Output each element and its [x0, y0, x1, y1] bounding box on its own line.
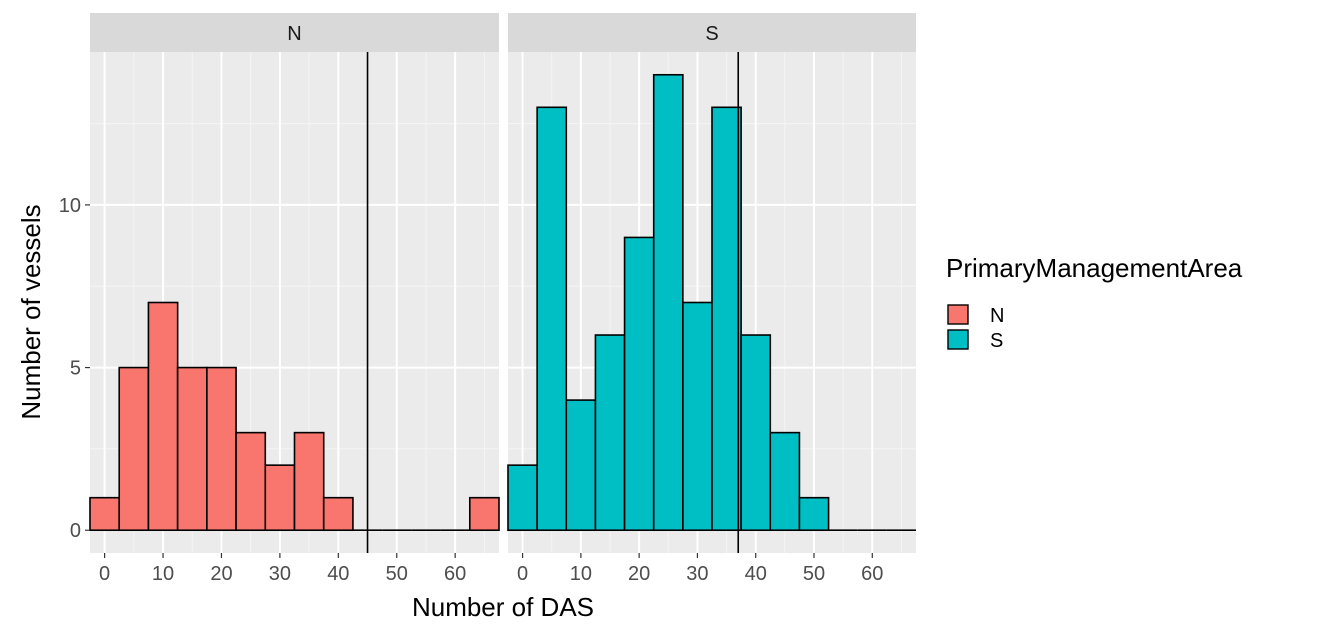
x-tick-label: 40	[745, 563, 767, 585]
x-tick-label: 10	[152, 563, 174, 585]
histogram-bar	[89, 496, 121, 532]
y-tick-label: 5	[70, 358, 81, 380]
x-tick-label: 20	[628, 563, 650, 585]
facet-strip-label: N	[287, 23, 301, 45]
x-tick-label: 50	[386, 563, 408, 585]
panel-S: S	[507, 13, 916, 553]
histogram-bar	[682, 301, 713, 532]
legend-key-N	[947, 304, 969, 325]
y-axis: 0 5 10	[59, 195, 90, 542]
x-tick-label: 60	[861, 563, 883, 585]
facet-strip-label: S	[705, 23, 718, 45]
histogram-bar	[740, 334, 772, 532]
histogram-bar	[769, 431, 801, 532]
x-axis-N: 0 10 20 30 40 50 60	[99, 553, 466, 585]
histogram-bar	[652, 73, 684, 532]
histogram-bar	[147, 301, 179, 532]
histogram-bar	[623, 236, 655, 532]
histogram-bar	[536, 106, 568, 532]
x-axis-title: Number of DAS	[412, 592, 594, 622]
facet-strip	[508, 13, 916, 52]
histogram-bar	[235, 431, 267, 532]
x-tick-label: 30	[269, 563, 291, 585]
histogram-bar	[206, 366, 237, 532]
facet-strip	[90, 13, 499, 52]
legend-label-N: N	[990, 305, 1004, 327]
y-axis-title: Number of vessels	[16, 204, 46, 419]
x-axis-S: 0 10 20 30 40 50 60	[517, 553, 883, 585]
x-tick-label: 50	[803, 563, 825, 585]
histogram-bar	[594, 334, 626, 532]
histogram-bar	[565, 399, 597, 532]
x-tick-label: 0	[99, 563, 110, 585]
histogram-bar	[507, 464, 538, 532]
y-tick-label: 10	[59, 195, 81, 217]
legend-keys: NS	[947, 304, 1004, 352]
x-tick-label: 20	[210, 563, 232, 585]
legend: PrimaryManagementArea NS	[946, 253, 1243, 352]
histogram-bar	[468, 496, 500, 532]
x-tick-label: 40	[327, 563, 349, 585]
x-axes: 0 10 20 30 40 50 60 0 10 20 30 40 50 60	[99, 553, 883, 585]
histogram-bar	[293, 431, 325, 532]
legend-key-S	[947, 329, 969, 350]
x-tick-label: 10	[570, 563, 592, 585]
x-tick-label: 30	[686, 563, 708, 585]
panel-N: N	[89, 13, 500, 553]
legend-title: PrimaryManagementArea	[946, 253, 1243, 283]
histogram-bar	[711, 106, 742, 532]
histogram-bar	[118, 366, 150, 532]
legend-label-S: S	[990, 330, 1003, 352]
histogram-bar	[176, 366, 208, 532]
histogram-bar	[798, 496, 830, 532]
x-tick-label: 60	[444, 563, 466, 585]
histogram-bar	[264, 464, 296, 532]
y-tick-label: 0	[70, 520, 81, 542]
histogram-bar	[322, 496, 354, 532]
x-tick-label: 0	[517, 563, 528, 585]
